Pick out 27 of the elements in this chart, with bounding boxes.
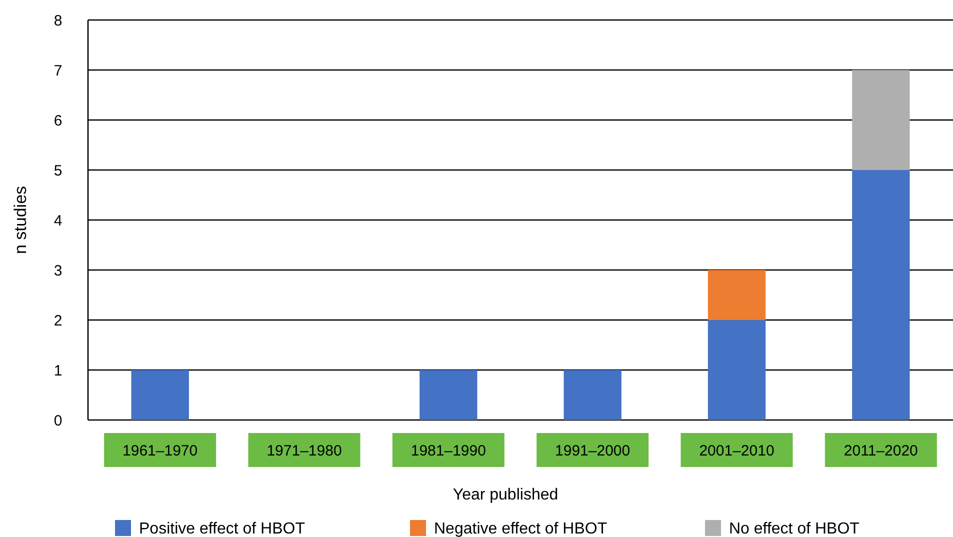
legend-label: Negative effect of HBOT — [434, 520, 608, 537]
y-axis-title: n studies — [10, 186, 30, 254]
x-axis-title: Year published — [452, 486, 558, 504]
x-tick-label: 1971–1980 — [266, 442, 342, 460]
bar — [131, 370, 189, 420]
bar — [852, 170, 910, 420]
bar — [564, 370, 622, 420]
y-tick-label: 8 — [54, 12, 62, 30]
x-tick-label: 1991–2000 — [555, 442, 630, 460]
x-tick-label: 1981–1990 — [410, 442, 486, 460]
bar — [420, 370, 478, 420]
y-tick-label: 5 — [54, 162, 62, 180]
bar — [708, 320, 766, 420]
y-tick-label: 7 — [54, 62, 62, 80]
y-tick-label: 1 — [54, 362, 62, 380]
bar — [708, 270, 766, 320]
x-tick-label: 2001–2010 — [699, 442, 774, 460]
y-tick-label: 4 — [54, 212, 62, 230]
legend-label: Positive effect of HBOT — [139, 520, 306, 537]
legend-label: No effect of HBOT — [729, 520, 860, 537]
y-tick-label: 3 — [54, 262, 62, 280]
x-tick-label: 2011–2020 — [844, 442, 918, 460]
x-tick-label: 1961–1970 — [122, 442, 198, 460]
y-tick-label: 2 — [54, 312, 62, 330]
y-tick-label: 0 — [54, 412, 62, 430]
y-tick-label: 6 — [54, 112, 62, 130]
bar — [852, 70, 910, 170]
